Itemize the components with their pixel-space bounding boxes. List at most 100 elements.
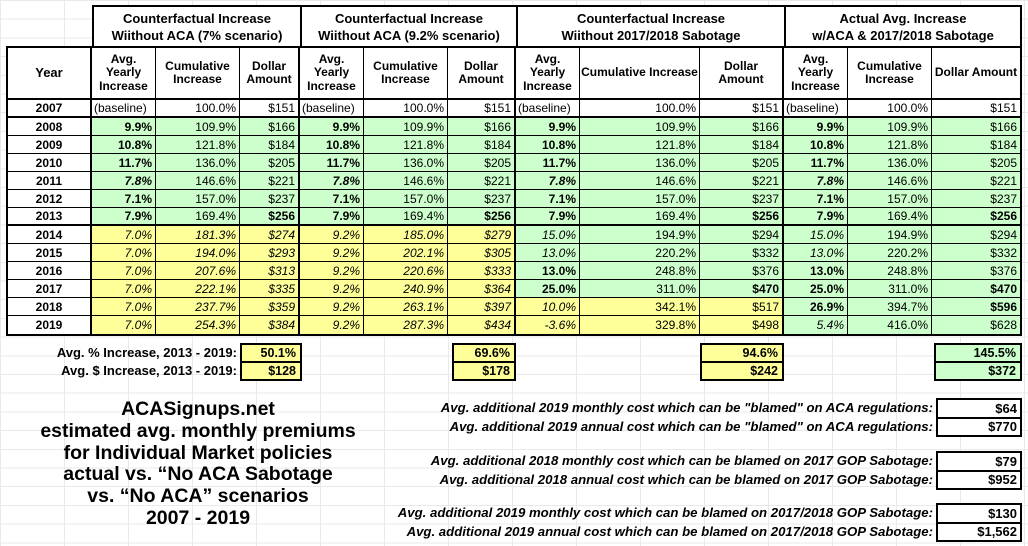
table-cell[interactable]: 7.0% [92, 298, 156, 316]
annotation-value[interactable]: $64 [938, 400, 1020, 417]
table-cell[interactable]: 169.4% [364, 208, 448, 226]
table-cell[interactable]: $221 [932, 172, 1020, 190]
table-cell[interactable]: $279 [448, 226, 516, 244]
table-cell[interactable]: 15.0% [516, 226, 580, 244]
year-cell[interactable]: 2011 [8, 172, 92, 190]
table-cell[interactable]: 237.7% [156, 298, 240, 316]
table-cell[interactable]: 157.0% [156, 190, 240, 208]
table-cell[interactable]: 7.8% [516, 172, 580, 190]
table-cell[interactable]: $364 [448, 280, 516, 298]
table-cell[interactable]: 202.1% [364, 244, 448, 262]
table-cell[interactable]: 311.0% [848, 280, 932, 298]
annotation-value[interactable]: $952 [938, 469, 1020, 488]
table-cell[interactable]: 7.0% [92, 262, 156, 280]
table-cell[interactable]: 11.7% [300, 154, 364, 172]
table-cell[interactable]: 207.6% [156, 262, 240, 280]
table-cell[interactable]: 10.8% [300, 136, 364, 154]
table-cell[interactable]: $376 [932, 262, 1020, 280]
table-cell[interactable]: 100.0% [848, 100, 932, 118]
table-cell[interactable]: $184 [932, 136, 1020, 154]
table-cell[interactable]: 7.0% [92, 280, 156, 298]
table-cell[interactable]: $397 [448, 298, 516, 316]
table-cell[interactable]: 9.2% [300, 316, 364, 334]
table-cell[interactable]: 311.0% [580, 280, 700, 298]
table-cell[interactable]: 9.2% [300, 262, 364, 280]
table-cell[interactable]: 11.7% [784, 154, 848, 172]
summary-value[interactable]: 145.5% [936, 345, 1020, 361]
table-cell[interactable]: 169.4% [580, 208, 700, 226]
year-cell[interactable]: 2010 [8, 154, 92, 172]
table-cell[interactable]: $166 [240, 118, 300, 136]
table-cell[interactable]: 263.1% [364, 298, 448, 316]
summary-value[interactable]: 94.6% [702, 345, 782, 361]
table-cell[interactable]: 329.8% [580, 316, 700, 334]
year-cell[interactable]: 2019 [8, 316, 92, 334]
year-cell[interactable]: 2008 [8, 118, 92, 136]
table-cell[interactable]: 136.0% [580, 154, 700, 172]
table-cell[interactable]: $151 [240, 100, 300, 118]
table-cell[interactable]: $205 [700, 154, 784, 172]
summary-value[interactable]: $128 [242, 361, 300, 379]
summary-value[interactable]: 69.6% [454, 345, 514, 361]
table-cell[interactable]: 185.0% [364, 226, 448, 244]
table-cell[interactable]: (baseline) [516, 100, 580, 118]
table-cell[interactable]: $596 [932, 298, 1020, 316]
table-cell[interactable]: 181.3% [156, 226, 240, 244]
table-cell[interactable]: $359 [240, 298, 300, 316]
year-cell[interactable]: 2014 [8, 226, 92, 244]
table-cell[interactable]: 109.9% [848, 118, 932, 136]
table-cell[interactable]: 146.6% [580, 172, 700, 190]
table-cell[interactable]: $305 [448, 244, 516, 262]
table-cell[interactable]: 146.6% [364, 172, 448, 190]
table-cell[interactable]: 7.9% [516, 208, 580, 226]
table-cell[interactable]: 157.0% [848, 190, 932, 208]
table-cell[interactable]: 121.8% [580, 136, 700, 154]
table-cell[interactable]: 9.9% [300, 118, 364, 136]
table-cell[interactable]: (baseline) [300, 100, 364, 118]
annotation-value[interactable]: $1,562 [938, 521, 1020, 540]
table-cell[interactable]: $221 [700, 172, 784, 190]
table-cell[interactable]: 194.9% [580, 226, 700, 244]
table-cell[interactable]: $376 [700, 262, 784, 280]
table-cell[interactable]: 342.1% [580, 298, 700, 316]
table-cell[interactable]: 11.7% [516, 154, 580, 172]
table-cell[interactable]: -3.6% [516, 316, 580, 334]
table-cell[interactable]: 10.8% [516, 136, 580, 154]
table-cell[interactable]: $151 [932, 100, 1020, 118]
table-cell[interactable]: 9.2% [300, 226, 364, 244]
table-cell[interactable]: $221 [448, 172, 516, 190]
summary-value[interactable]: $372 [936, 361, 1020, 379]
table-cell[interactable]: 240.9% [364, 280, 448, 298]
table-cell[interactable]: 10.0% [516, 298, 580, 316]
table-cell[interactable]: 13.0% [516, 244, 580, 262]
table-cell[interactable]: 13.0% [516, 262, 580, 280]
table-cell[interactable]: $333 [448, 262, 516, 280]
table-cell[interactable]: 9.9% [92, 118, 156, 136]
table-cell[interactable]: 7.9% [784, 208, 848, 226]
table-cell[interactable]: $498 [700, 316, 784, 334]
table-cell[interactable]: 220.2% [848, 244, 932, 262]
summary-value[interactable]: $178 [454, 361, 514, 379]
table-cell[interactable]: 169.4% [156, 208, 240, 226]
table-cell[interactable]: 157.0% [580, 190, 700, 208]
table-cell[interactable]: $274 [240, 226, 300, 244]
table-cell[interactable]: 109.9% [156, 118, 240, 136]
table-cell[interactable]: (baseline) [92, 100, 156, 118]
table-cell[interactable]: 146.6% [848, 172, 932, 190]
table-cell[interactable]: $237 [448, 190, 516, 208]
table-cell[interactable]: 15.0% [784, 226, 848, 244]
table-cell[interactable]: 25.0% [516, 280, 580, 298]
table-cell[interactable]: 9.2% [300, 298, 364, 316]
table-cell[interactable]: 121.8% [156, 136, 240, 154]
table-cell[interactable]: $151 [448, 100, 516, 118]
table-cell[interactable]: 169.4% [848, 208, 932, 226]
table-cell[interactable]: 7.1% [516, 190, 580, 208]
table-cell[interactable]: $294 [700, 226, 784, 244]
table-cell[interactable]: $237 [700, 190, 784, 208]
table-cell[interactable]: $184 [448, 136, 516, 154]
table-cell[interactable]: 136.0% [848, 154, 932, 172]
table-cell[interactable]: $205 [448, 154, 516, 172]
table-cell[interactable]: (baseline) [784, 100, 848, 118]
table-cell[interactable]: 7.9% [92, 208, 156, 226]
year-cell[interactable]: 2013 [8, 208, 92, 226]
